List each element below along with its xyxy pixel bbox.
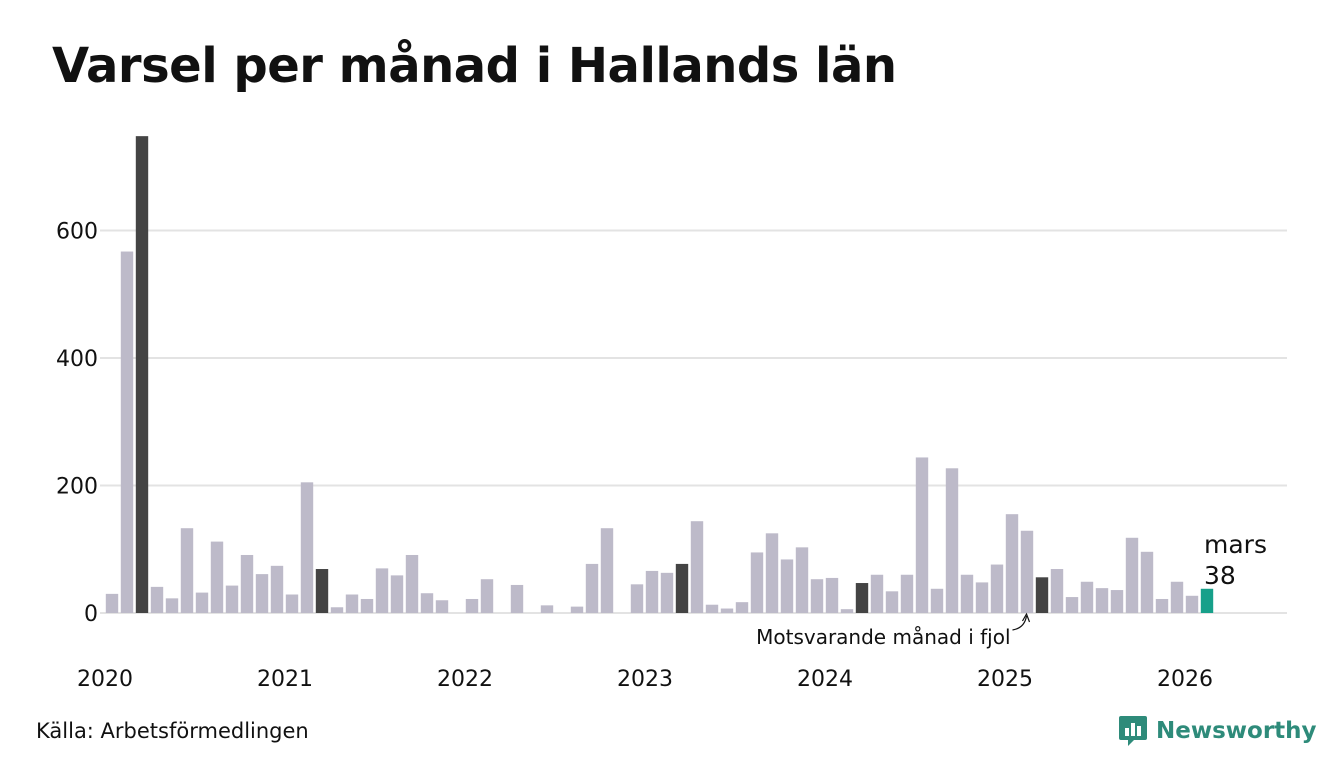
bar	[975, 582, 989, 613]
bar	[765, 533, 779, 613]
brand-name: Newsworthy	[1156, 718, 1317, 744]
bar	[345, 594, 359, 613]
bar	[900, 574, 914, 613]
bar	[120, 251, 134, 613]
bar	[225, 585, 239, 613]
bar	[1140, 551, 1154, 613]
bar	[600, 528, 614, 613]
x-tick-label-2025: 2025	[977, 667, 1033, 692]
bar	[1125, 537, 1139, 613]
bar	[300, 482, 314, 613]
bar	[390, 575, 404, 613]
x-tick-label-2020: 2020	[77, 667, 133, 692]
bar	[1110, 590, 1124, 613]
bar	[570, 606, 584, 613]
axis-labels: 0 200 400 600 2020 2021 2022 2023 2024 2025 2026	[56, 220, 1213, 693]
bar	[1095, 588, 1109, 613]
bar	[360, 598, 374, 613]
bar-current	[1200, 588, 1214, 613]
bar	[780, 559, 794, 613]
bar	[1050, 569, 1064, 613]
bar	[870, 574, 884, 613]
brand-logo: Newsworthy	[1118, 714, 1317, 748]
bar	[735, 602, 749, 613]
bar	[105, 593, 119, 613]
bar	[810, 579, 824, 613]
bar	[420, 593, 434, 613]
bar	[945, 468, 959, 613]
y-tick-label-600: 600	[56, 220, 98, 245]
bar	[630, 584, 644, 613]
x-tick-label-2021: 2021	[257, 667, 313, 692]
bar	[1020, 530, 1034, 613]
bar	[165, 598, 179, 613]
bar	[1155, 598, 1169, 613]
annotation-arrow	[1012, 615, 1028, 631]
bar	[1170, 581, 1184, 613]
bar	[885, 591, 899, 613]
bar	[465, 598, 479, 613]
x-tick-label-2026: 2026	[1157, 667, 1213, 692]
bar	[825, 577, 839, 613]
chart-title: Varsel per månad i Hallands län	[52, 38, 897, 94]
bar-same-month	[855, 583, 869, 613]
bar	[795, 547, 809, 613]
bar	[480, 579, 494, 613]
bar	[330, 607, 344, 613]
bar	[270, 565, 284, 613]
bar	[150, 586, 164, 613]
newsworthy-logo-icon	[1119, 716, 1147, 746]
bar	[285, 594, 299, 613]
bar-same-month	[135, 136, 149, 613]
bar-same-month	[315, 569, 329, 613]
bar	[1080, 581, 1094, 613]
bar	[255, 574, 269, 613]
y-tick-label-200: 200	[56, 475, 98, 500]
bar	[510, 584, 524, 613]
bar	[240, 554, 254, 613]
bars	[105, 136, 1214, 613]
source-text: Källa: Arbetsförmedlingen	[36, 719, 309, 743]
bar	[585, 563, 599, 613]
x-tick-label-2024: 2024	[797, 667, 853, 692]
bar	[195, 592, 209, 613]
y-tick-label-400: 400	[56, 347, 98, 372]
annotation-arrowhead	[1021, 612, 1031, 623]
y-tick-label-0: 0	[84, 602, 98, 627]
bar	[690, 521, 704, 613]
bar	[960, 574, 974, 613]
bar-same-month	[675, 563, 689, 613]
bar	[1185, 595, 1199, 613]
bar	[930, 588, 944, 613]
bar	[375, 568, 389, 613]
bar	[720, 608, 734, 613]
bar	[645, 570, 659, 613]
bar	[405, 554, 419, 613]
bar	[1065, 597, 1079, 613]
bar	[915, 457, 929, 613]
bar	[705, 604, 719, 613]
bar	[750, 552, 764, 613]
bar	[660, 572, 674, 613]
bar	[210, 541, 224, 613]
annotation-previous-year: Motsvarande månad i fjol	[756, 625, 1010, 649]
bar	[540, 605, 554, 613]
bar	[990, 564, 1004, 613]
bar-same-month	[1035, 577, 1049, 613]
current-value-label: 38	[1204, 561, 1236, 590]
bar	[840, 609, 854, 613]
x-tick-label-2023: 2023	[617, 667, 673, 692]
bar	[1005, 514, 1019, 613]
current-month-label: mars	[1204, 530, 1267, 559]
bar	[435, 600, 449, 613]
bar	[180, 528, 194, 613]
bar-chart: 0 200 400 600 2020 2021 2022 2023 2024 2025 2026 m…	[56, 136, 1287, 693]
x-tick-label-2022: 2022	[437, 667, 493, 692]
